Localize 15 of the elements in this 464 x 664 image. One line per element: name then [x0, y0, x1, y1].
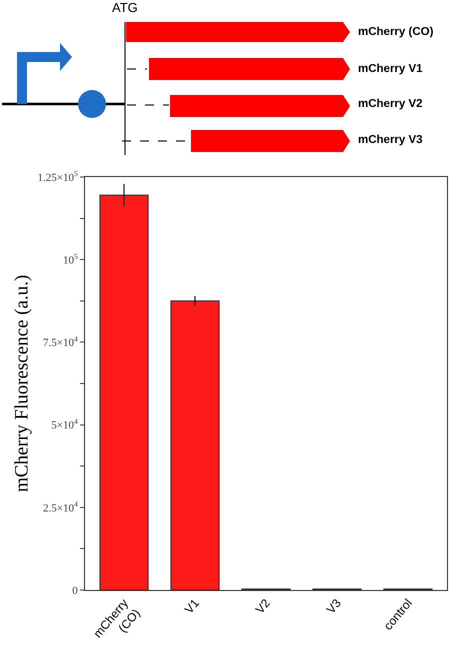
x-tick-label: V2	[252, 596, 274, 616]
text: ATG	[112, 0, 138, 15]
text: mCherry (CO)	[358, 26, 434, 38]
text: mCherry V2	[358, 98, 423, 110]
y-tick-label: 10$^{5}$	[62, 252, 78, 266]
y-tick-label: 2.5×10$^{4}$	[42, 500, 78, 514]
x-tick-label: V1	[182, 596, 202, 616]
y-axis-title: mCherry Fluorescence (a.u.)	[11, 274, 32, 492]
y-tick-label: 7.5×10$^{4}$	[42, 334, 78, 350]
y-tick-label: 5×10$^{4}$	[51, 417, 78, 432]
y-tick-label: 1.25×10$^{5}$	[37, 169, 78, 184]
y-tick-label: 0	[72, 584, 78, 597]
text: mCherry V3	[358, 134, 423, 146]
text: mCherry V1	[358, 63, 424, 75]
x-tick-label: V3	[324, 596, 344, 616]
